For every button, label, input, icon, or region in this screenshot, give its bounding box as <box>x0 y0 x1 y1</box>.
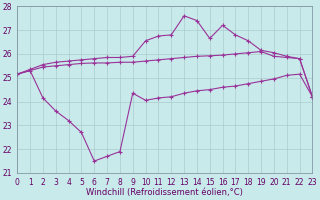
X-axis label: Windchill (Refroidissement éolien,°C): Windchill (Refroidissement éolien,°C) <box>86 188 243 197</box>
